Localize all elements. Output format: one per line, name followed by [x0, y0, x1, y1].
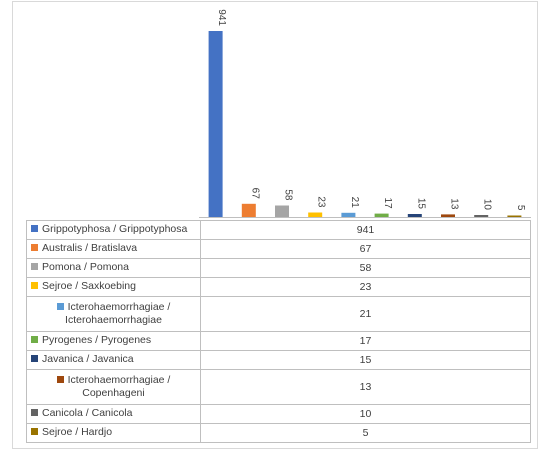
legend-key-swatch — [31, 282, 38, 290]
data-label: 10 — [482, 199, 493, 211]
data-label: 13 — [449, 198, 460, 210]
data-label: 17 — [382, 197, 393, 209]
bar — [441, 214, 455, 217]
table-row: Grippotyphosa / Grippotyphosa 941 — [26, 220, 531, 240]
series-label: Pomona / Pomona — [42, 261, 129, 274]
series-label: Javanica / Javanica — [42, 353, 134, 366]
legend-key-swatch — [31, 336, 38, 344]
value-cell: 58 — [200, 258, 531, 278]
bar — [374, 213, 389, 217]
legend-key-swatch — [56, 375, 64, 383]
value-cell: 10 — [200, 404, 531, 424]
plot-area: 941 67 58 23 21 17 15 13 10 5 — [199, 9, 531, 218]
legend-key-swatch — [31, 263, 38, 271]
table-row: Icterohaemorrhagiae / Copenhageni 13 — [26, 369, 531, 405]
legend-key-swatch — [56, 302, 64, 310]
value-cell: 67 — [200, 239, 531, 259]
series-label: Icterohaemorrhagiae / Copenhageni — [67, 373, 171, 399]
bar — [407, 214, 422, 217]
bar — [275, 205, 289, 217]
legend-key-swatch — [31, 355, 38, 363]
series-label: Sejroe / Hardjo — [42, 426, 113, 439]
bar — [208, 31, 223, 217]
series-label-cell: Icterohaemorrhagiae / Copenhageni — [26, 369, 201, 405]
legend-key-swatch — [31, 225, 38, 233]
data-table-body: Grippotyphosa / Grippotyphosa 941 Australi… — [26, 220, 531, 443]
value-cell: 5 — [200, 423, 531, 443]
series-label-cell: Pomona / Pomona — [26, 258, 201, 278]
table-row: Sejroe / Hardjo 5 — [26, 423, 531, 443]
value-cell: 15 — [200, 350, 531, 370]
series-label-cell: Australis / Bratislava — [26, 239, 201, 259]
value-cell: 17 — [200, 331, 531, 351]
value-cell: 941 — [200, 220, 531, 240]
table-row: Icterohaemorrhagiae / Icterohaemorrhagiae… — [26, 296, 531, 332]
value-cell: 21 — [200, 296, 531, 332]
bar — [341, 212, 356, 217]
table-row: Australis / Bratislava 67 — [26, 239, 531, 259]
series-label: Sejroe / Saxkoebing — [42, 280, 136, 293]
bar — [308, 212, 323, 217]
data-label: 21 — [349, 197, 360, 209]
table-row: Pomona / Pomona 58 — [26, 258, 531, 278]
series-label: Pyrogenes / Pyrogenes — [42, 334, 152, 347]
series-label: Canicola / Canicola — [42, 407, 133, 420]
series-label-cell: Canicola / Canicola — [26, 404, 201, 424]
data-label: 15 — [415, 198, 426, 210]
table-row: Pyrogenes / Pyrogenes 17 — [26, 331, 531, 351]
series-label-cell: Pyrogenes / Pyrogenes — [26, 331, 201, 351]
bar — [241, 203, 256, 217]
legend-key-swatch — [31, 428, 38, 436]
series-label-cell: Sejroe / Hardjo — [26, 423, 201, 443]
series-label-cell: Sejroe / Saxkoebing — [26, 277, 201, 297]
series-label: Icterohaemorrhagiae / Icterohaemorrhagiae — [65, 300, 171, 326]
data-table: Grippotyphosa / Grippotyphosa 941 Australi… — [26, 220, 531, 443]
value-cell: 13 — [200, 369, 531, 405]
data-label: 23 — [316, 196, 327, 208]
data-label: 5 — [515, 205, 526, 211]
series-label-cell: Javanica / Javanica — [26, 350, 201, 370]
data-label: 941 — [216, 9, 227, 26]
series-label: Grippotyphosa / Grippotyphosa — [42, 223, 188, 236]
table-row: Sejroe / Saxkoebing 23 — [26, 277, 531, 297]
legend-key-swatch — [31, 244, 38, 252]
table-row: Javanica / Javanica 15 — [26, 350, 531, 370]
value-cell: 23 — [200, 277, 531, 297]
series-label-cell: Icterohaemorrhagiae / Icterohaemorrhagiae — [26, 296, 201, 332]
bar — [474, 215, 489, 217]
data-label: 58 — [283, 189, 294, 201]
series-label-cell: Grippotyphosa / Grippotyphosa — [26, 220, 201, 240]
data-label: 67 — [249, 188, 260, 200]
legend-key-swatch — [31, 409, 38, 417]
bar — [507, 215, 522, 217]
table-row: Canicola / Canicola 10 — [26, 404, 531, 424]
series-label: Australis / Bratislava — [42, 242, 138, 255]
